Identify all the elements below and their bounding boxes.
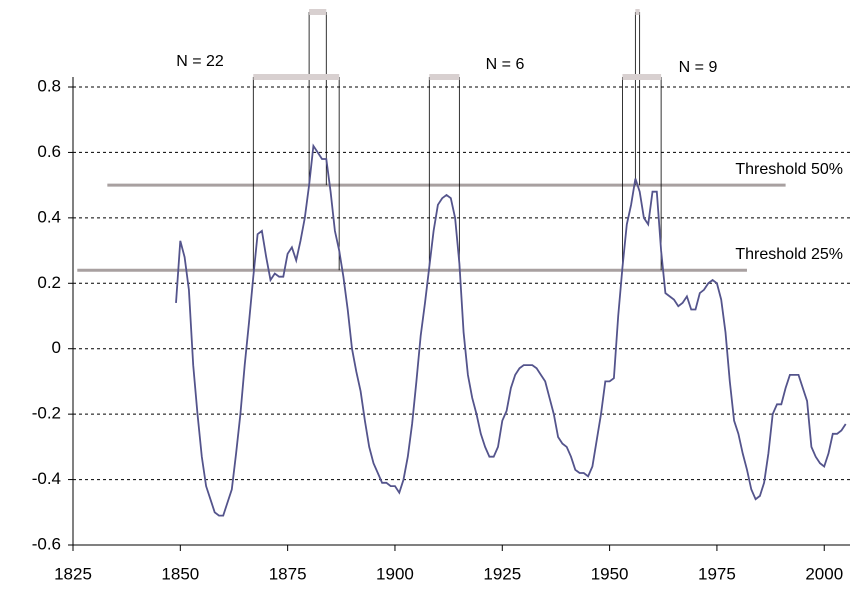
x-tick-label: 1825 <box>54 564 92 583</box>
y-tick-label: 0.2 <box>37 273 61 292</box>
y-tick-label: 0.4 <box>37 207 61 226</box>
x-tick-label: 1925 <box>483 564 521 583</box>
x-tick-label: 2000 <box>805 564 843 583</box>
annotation: N = 9 <box>679 59 718 76</box>
x-tick-label: 1900 <box>376 564 414 583</box>
x-tick-label: 1850 <box>161 564 199 583</box>
threshold-label: Threshold 25% <box>735 246 843 263</box>
y-tick-label: -0.6 <box>32 534 61 553</box>
y-tick-label: -0.4 <box>32 469 61 488</box>
x-tick-label: 1950 <box>591 564 629 583</box>
y-tick-label: -0.2 <box>32 404 61 423</box>
x-tick-label: 1875 <box>269 564 307 583</box>
annotation: N = 22 <box>176 53 224 70</box>
y-tick-label: 0.8 <box>37 76 61 95</box>
annotation: N = 6 <box>486 56 525 73</box>
data-line <box>175 143 847 517</box>
threshold-label: Threshold 50% <box>735 161 843 178</box>
y-tick-label: 0.6 <box>37 142 61 161</box>
y-tick-label: 0 <box>52 338 61 357</box>
x-tick-label: 1975 <box>698 564 736 583</box>
